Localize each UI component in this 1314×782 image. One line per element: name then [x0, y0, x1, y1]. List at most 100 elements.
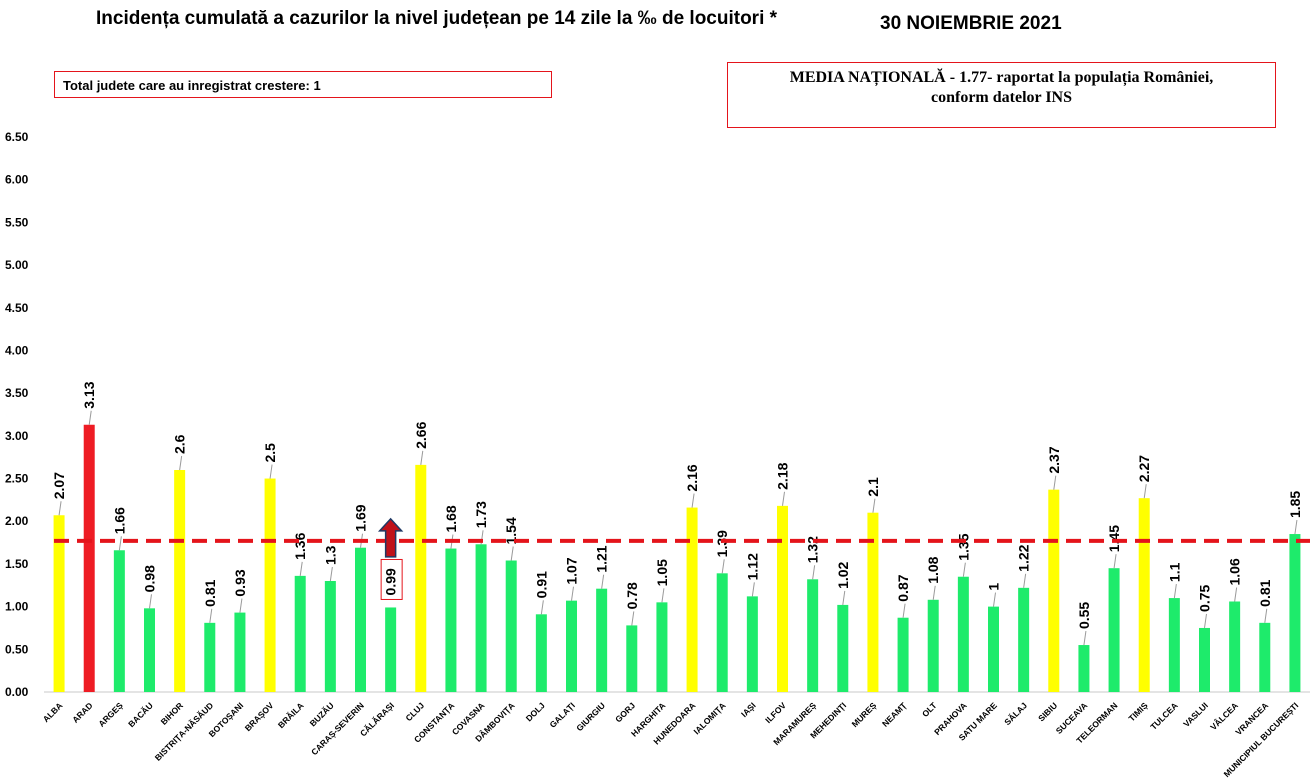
data-label: 0.87	[895, 574, 911, 601]
bar	[415, 464, 427, 692]
y-tick-label: 2.50	[5, 472, 29, 486]
bar	[957, 576, 969, 692]
bar	[324, 581, 336, 692]
data-label-leader	[1053, 475, 1057, 490]
y-tick-label: 2.00	[5, 514, 29, 528]
data-label: 1.39	[714, 530, 730, 557]
data-label-leader	[1083, 630, 1087, 646]
y-tick-label: 5.50	[5, 215, 29, 229]
bar	[1289, 534, 1301, 692]
bar	[897, 617, 909, 692]
data-label: 0.81	[1257, 579, 1273, 606]
y-tick-label: 1.00	[5, 600, 29, 614]
data-label: 1.12	[744, 553, 760, 580]
national-average-line2: conform datelor INS	[930, 89, 1073, 106]
data-label: 1.36	[292, 532, 308, 559]
data-label: 1.07	[564, 557, 580, 584]
data-label-box	[380, 558, 403, 600]
category-label: NEAMȚ	[880, 700, 909, 729]
data-label: 0.75	[1197, 584, 1213, 611]
bar	[475, 544, 487, 692]
y-tick-label: 6.50	[5, 130, 29, 144]
bar	[294, 575, 306, 692]
category-label: BACĂU	[126, 700, 155, 729]
data-label: 1.22	[1016, 544, 1032, 571]
bar	[867, 512, 879, 692]
report-date: 30 NOIEMBRIE 2021	[880, 13, 1062, 34]
bar	[566, 600, 577, 692]
data-label-leader	[209, 608, 213, 623]
data-label: 1.35	[955, 533, 971, 560]
category-label: ALBA	[41, 700, 65, 724]
data-label: 2.18	[775, 462, 791, 489]
data-label: 0.93	[232, 569, 248, 596]
category-label: OLT	[920, 700, 939, 719]
bar	[1138, 498, 1150, 692]
bar	[1199, 627, 1210, 692]
data-label-leader	[571, 586, 574, 601]
y-tick-label: 0.50	[5, 642, 29, 656]
data-label: 3.13	[81, 381, 97, 408]
data-label-leader	[58, 501, 62, 516]
data-label: 1.69	[353, 504, 369, 531]
bar	[53, 515, 65, 692]
y-tick-label: 3.50	[5, 386, 29, 400]
data-label-leader	[601, 574, 605, 589]
chart-title: Incidența cumulată a cazurilor la nivel …	[96, 8, 778, 29]
category-label: ARAD	[70, 700, 94, 724]
data-label: 1.54	[503, 517, 519, 544]
data-label-leader	[239, 598, 243, 613]
data-label-leader	[812, 565, 816, 580]
data-label: 2.66	[413, 421, 429, 448]
data-label: 0.91	[533, 571, 549, 598]
data-label-leader	[842, 590, 846, 605]
bar	[596, 588, 608, 692]
bar	[234, 612, 246, 692]
data-label: 1.85	[1287, 491, 1303, 518]
data-label: 1.1	[1166, 562, 1182, 582]
bar	[264, 478, 276, 692]
data-label-leader	[751, 582, 755, 597]
increase-note-box: Total judete care au inregistrat crester…	[54, 71, 552, 98]
category-label: SĂLAJ	[1002, 700, 1029, 727]
data-label: 2.27	[1136, 455, 1152, 482]
data-label: 0.99	[383, 568, 399, 595]
category-label: ILFOV	[763, 700, 788, 725]
category-label: BUZĂU	[308, 700, 336, 728]
data-label-leader	[118, 536, 122, 551]
data-label-leader	[691, 493, 695, 508]
bar	[113, 550, 125, 692]
data-label: 1.02	[835, 561, 851, 588]
data-label: 0.98	[142, 565, 158, 592]
data-label: 1.66	[111, 507, 127, 534]
data-label: 1.73	[473, 501, 489, 528]
data-label-leader	[631, 611, 635, 626]
data-label-leader	[902, 603, 906, 618]
y-tick-label: 3.00	[5, 429, 29, 443]
data-label-leader	[329, 566, 333, 582]
data-label-leader	[962, 562, 966, 577]
data-label: 2.16	[684, 464, 700, 491]
bar	[1108, 568, 1120, 692]
data-label-leader	[88, 410, 92, 425]
data-label: 0.78	[624, 582, 640, 609]
y-tick-label: 6.00	[5, 173, 29, 187]
category-label: TULCEA	[1148, 700, 1179, 731]
y-tick-label: 0.00	[5, 685, 29, 699]
category-label: MUREȘ	[850, 700, 879, 729]
data-label-leader	[1234, 587, 1238, 602]
bar	[656, 602, 668, 692]
bar	[807, 579, 819, 692]
bar	[144, 608, 155, 692]
category-label: DOLJ	[524, 700, 547, 723]
data-label-leader	[269, 464, 273, 479]
bar	[777, 505, 788, 692]
bar	[686, 507, 698, 692]
data-label-leader	[1294, 519, 1298, 535]
bar	[355, 547, 366, 692]
category-label: TIMIȘ	[1127, 700, 1150, 723]
category-label: IALOMIȚA	[692, 700, 728, 736]
data-label: 0.55	[1076, 602, 1092, 629]
data-label-leader	[420, 450, 424, 465]
